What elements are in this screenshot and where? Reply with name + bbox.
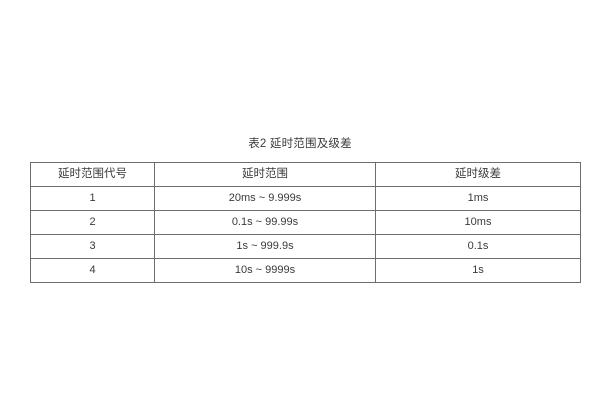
cell-code: 1 bbox=[30, 186, 155, 211]
table-row: 1 20ms ~ 9.999s 1ms bbox=[30, 186, 581, 211]
table-body: 1 20ms ~ 9.999s 1ms 2 0.1s ~ 99.99s 10ms… bbox=[30, 186, 581, 283]
cell-step: 10ms bbox=[375, 210, 581, 235]
cell-range: 10s ~ 9999s bbox=[154, 258, 376, 283]
column-header-code: 延时范围代号 bbox=[30, 162, 155, 187]
cell-step: 1ms bbox=[375, 186, 581, 211]
cell-range: 20ms ~ 9.999s bbox=[154, 186, 376, 211]
delay-range-table: 延时范围代号 延时范围 延时级差 1 20ms ~ 9.999s 1ms 2 0… bbox=[30, 162, 581, 283]
cell-code: 4 bbox=[30, 258, 155, 283]
table-row: 2 0.1s ~ 99.99s 10ms bbox=[30, 210, 581, 235]
cell-step: 0.1s bbox=[375, 234, 581, 259]
table-row: 4 10s ~ 9999s 1s bbox=[30, 258, 581, 283]
cell-code: 2 bbox=[30, 210, 155, 235]
cell-range: 1s ~ 999.9s bbox=[154, 234, 376, 259]
table-container: 延时范围代号 延时范围 延时级差 1 20ms ~ 9.999s 1ms 2 0… bbox=[30, 162, 581, 283]
column-header-range: 延时范围 bbox=[154, 162, 376, 187]
cell-step: 1s bbox=[375, 258, 581, 283]
cell-code: 3 bbox=[30, 234, 155, 259]
table-head: 延时范围代号 延时范围 延时级差 bbox=[30, 162, 581, 187]
table-row: 3 1s ~ 999.9s 0.1s bbox=[30, 234, 581, 259]
cell-range: 0.1s ~ 99.99s bbox=[154, 210, 376, 235]
table-caption: 表2 延时范围及级差 bbox=[248, 138, 352, 150]
table-header-row: 延时范围代号 延时范围 延时级差 bbox=[30, 162, 581, 187]
column-header-step: 延时级差 bbox=[375, 162, 581, 187]
